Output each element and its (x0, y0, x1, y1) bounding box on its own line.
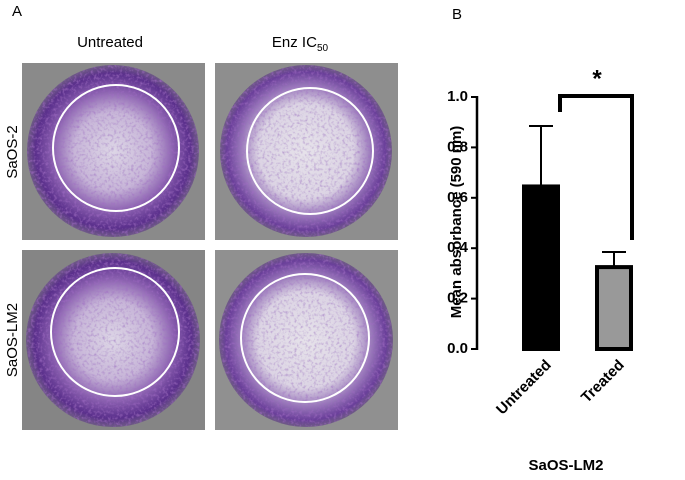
x-tick-label: Untreated (493, 357, 555, 419)
panel-label: A (12, 3, 22, 20)
significance-bracket (558, 94, 634, 240)
column-label: Untreated (77, 34, 143, 51)
y-tick-label: 0.8 (447, 138, 468, 155)
row-label: SaOS-2 (4, 125, 21, 178)
bar (595, 265, 633, 352)
y-tick-label: 0.4 (447, 239, 469, 256)
panel-label: B (452, 6, 462, 23)
x-axis-label: SaOS-LM2 (528, 457, 603, 474)
y-axis-label: Mean absorbance (590 nm) (448, 126, 465, 319)
well-photo (22, 63, 205, 240)
well-photo (22, 250, 205, 430)
well-photo (215, 63, 398, 240)
x-tick-label: Treated (578, 357, 628, 407)
y-tick-label: 0.2 (447, 290, 468, 307)
y-tick-label: 1.0 (447, 88, 468, 105)
row-label: SaOS-LM2 (4, 303, 21, 377)
bar (522, 184, 560, 351)
well-photo (215, 250, 398, 430)
column-label: Enz IC50 (272, 34, 329, 54)
significance-label: * (592, 65, 602, 92)
y-tick-label: 0.6 (447, 189, 468, 206)
y-tick-label: 0.0 (447, 340, 468, 357)
